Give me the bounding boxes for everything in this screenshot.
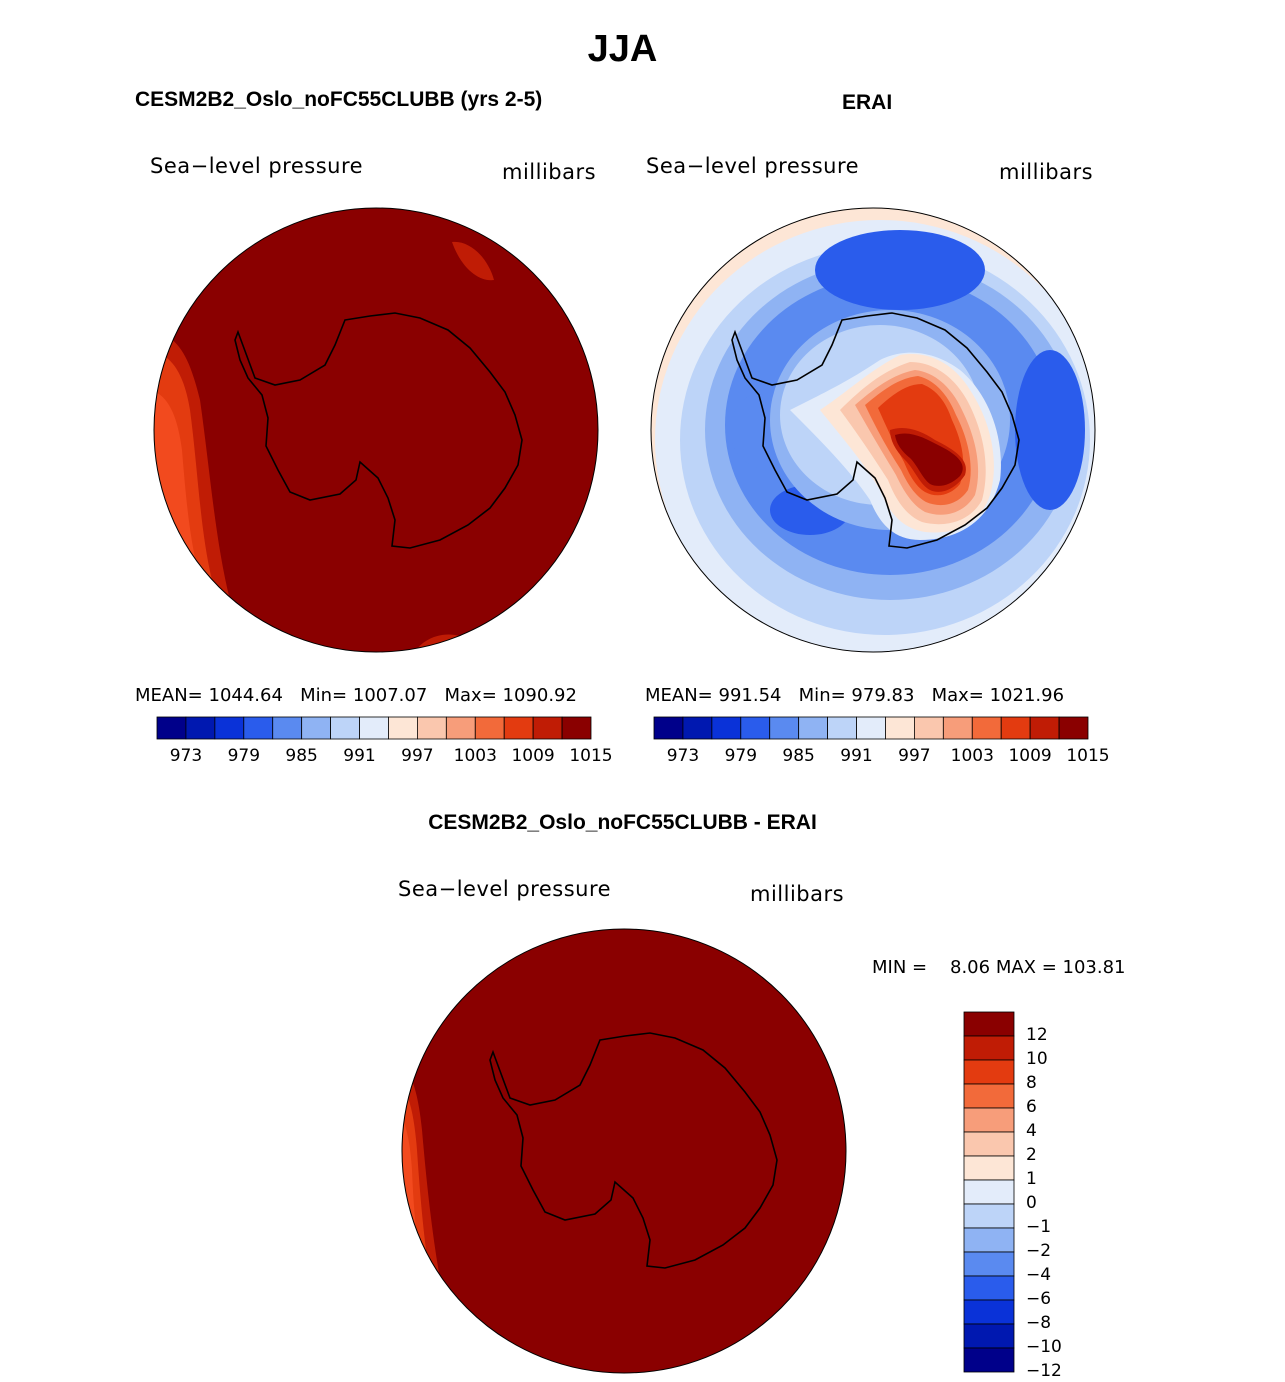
figure-title: JJA bbox=[587, 28, 658, 70]
diff-variable-label: Sea−level pressure bbox=[398, 877, 612, 901]
colorbar-box bbox=[963, 1251, 1015, 1277]
colorbar-tick-label: −2 bbox=[1026, 1241, 1052, 1261]
colorbar-tick-label: 973 bbox=[666, 746, 700, 766]
colorbar-tick-label: −10 bbox=[1026, 1337, 1062, 1357]
colorbar-box bbox=[963, 1107, 1015, 1133]
colorbar-box bbox=[963, 1347, 1015, 1373]
colorbar-box bbox=[963, 1275, 1015, 1301]
colorbar-tick-label: 979 bbox=[724, 746, 758, 766]
colorbar-tick-label: 6 bbox=[1026, 1097, 1037, 1117]
colorbar-box bbox=[963, 1179, 1015, 1205]
colorbar-tick-label: 991 bbox=[840, 746, 873, 766]
colorbar-tick-label: 997 bbox=[898, 746, 931, 766]
colorbar-tick-label: 1 bbox=[1026, 1169, 1037, 1189]
model-variable-label: Sea−level pressure bbox=[150, 154, 364, 178]
obs-stats: MEAN= 991.54 Min= 979.83 Max= 1021.96 bbox=[645, 685, 1065, 706]
colorbar-box bbox=[963, 1083, 1015, 1109]
colorbar-box bbox=[963, 1203, 1015, 1229]
diff-units-label: millibars bbox=[750, 882, 845, 906]
colorbar-tick-label: 12 bbox=[1026, 1025, 1048, 1045]
colorbar-tick-label: 1015 bbox=[1066, 746, 1110, 766]
colorbar-tick-label: −4 bbox=[1026, 1265, 1052, 1285]
model-colorbar bbox=[156, 716, 592, 740]
colorbar-tick-label: 4 bbox=[1026, 1121, 1037, 1141]
colorbar-box bbox=[963, 1323, 1015, 1349]
colorbar-box bbox=[963, 1059, 1015, 1085]
colorbar-tick-label: 973 bbox=[169, 746, 203, 766]
colorbar-tick-label: 2 bbox=[1026, 1145, 1037, 1165]
colorbar-tick-label: −6 bbox=[1026, 1289, 1052, 1309]
colorbar-box bbox=[963, 1035, 1015, 1061]
diff-panel-title: CESM2B2_Oslo_noFC55CLUBB - ERAI bbox=[428, 811, 817, 834]
colorbar-tick-label: 991 bbox=[343, 746, 376, 766]
colorbar-tick-label: 985 bbox=[285, 746, 318, 766]
colorbar-tick-label: 1009 bbox=[511, 746, 555, 766]
colorbar-tick-label: −1 bbox=[1026, 1217, 1052, 1237]
colorbar-box bbox=[963, 1299, 1015, 1325]
colorbar-tick-label: 979 bbox=[227, 746, 261, 766]
colorbar-box bbox=[963, 1155, 1015, 1181]
colorbar-tick-label: 8 bbox=[1026, 1073, 1037, 1093]
diff-colorbar bbox=[963, 1011, 1015, 1373]
colorbar-tick-label: 1015 bbox=[569, 746, 613, 766]
colorbar-tick-label: 1003 bbox=[950, 746, 994, 766]
colorbar-tick-label: 997 bbox=[401, 746, 434, 766]
colorbar-tick-label: 1003 bbox=[453, 746, 497, 766]
colorbar-tick-label: 1009 bbox=[1008, 746, 1052, 766]
colorbar-box bbox=[1058, 716, 1089, 740]
colorbar-box bbox=[963, 1011, 1015, 1037]
colorbar-tick-label: 0 bbox=[1026, 1193, 1037, 1213]
colorbar-tick-label: −12 bbox=[1026, 1361, 1062, 1381]
obs-variable-label: Sea−level pressure bbox=[646, 154, 860, 178]
model-stats: MEAN= 1044.64 Min= 1007.07 Max= 1090.92 bbox=[135, 685, 577, 706]
model-panel-title: CESM2B2_Oslo_noFC55CLUBB (yrs 2-5) bbox=[135, 88, 543, 111]
colorbar-box bbox=[963, 1131, 1015, 1157]
colorbar-tick-label: 10 bbox=[1026, 1049, 1048, 1069]
obs-colorbar bbox=[653, 716, 1089, 740]
obs-panel-title: ERAI bbox=[842, 91, 893, 114]
colorbar-box bbox=[561, 716, 592, 740]
colorbar-tick-label: 985 bbox=[782, 746, 815, 766]
obs-units-label: millibars bbox=[999, 160, 1094, 184]
colorbar-tick-label: −8 bbox=[1026, 1313, 1052, 1333]
diff-stats: MIN = 8.06 MAX = 103.81 bbox=[872, 957, 1126, 978]
colorbar-box bbox=[963, 1227, 1015, 1253]
model-units-label: millibars bbox=[502, 160, 597, 184]
